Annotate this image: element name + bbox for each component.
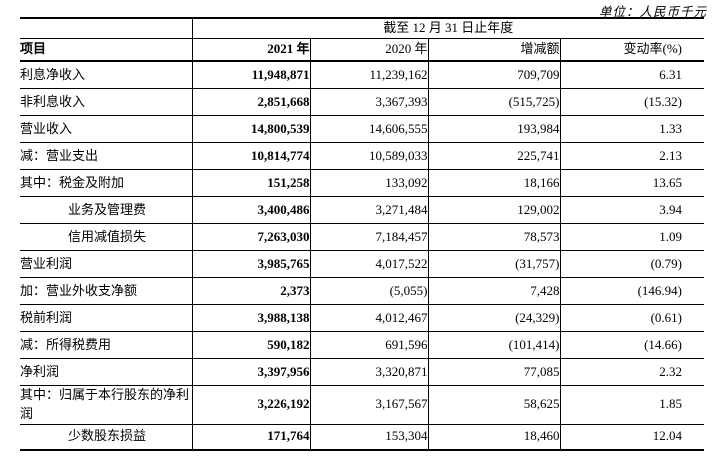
table-row: 非利息收入 2,851,668 3,367,393 (515,725) (15.32) bbox=[20, 88, 705, 116]
value-change: (101,414) bbox=[428, 331, 561, 359]
value-change: 129,002 bbox=[428, 196, 561, 224]
row-label: 减：营业支出 bbox=[20, 142, 193, 170]
value-change: (24,329) bbox=[428, 304, 561, 332]
column-header-2021: 2021 年 bbox=[192, 38, 311, 62]
table-row: 利息净收入 11,948,871 11,239,162 709,709 6.31 bbox=[20, 61, 705, 89]
table-row: 税前利润 3,988,138 4,012,467 (24,329) (0.61) bbox=[20, 304, 705, 332]
table-row: 营业利润 3,985,765 4,017,522 (31,757) (0.79) bbox=[20, 250, 705, 278]
value-change: 77,085 bbox=[428, 358, 561, 386]
value-rate: (15.32) bbox=[560, 88, 705, 116]
span-header-row: 截至 12 月 31 日止年度 bbox=[20, 18, 705, 39]
value-2021: 11,948,871 bbox=[192, 61, 311, 89]
value-change: (31,757) bbox=[428, 250, 561, 278]
value-rate: (14.66) bbox=[560, 331, 705, 359]
value-rate: 2.13 bbox=[560, 142, 705, 170]
value-change: 7,428 bbox=[428, 277, 561, 305]
row-label: 营业收入 bbox=[20, 115, 193, 143]
value-rate: (0.79) bbox=[560, 250, 705, 278]
table-row: 净利润 3,397,956 3,320,871 77,085 2.32 bbox=[20, 358, 705, 386]
value-2020: 3,367,393 bbox=[310, 88, 429, 116]
value-2021: 3,226,192 bbox=[192, 385, 311, 425]
value-2020: 10,589,033 bbox=[310, 142, 429, 170]
column-header-rate: 变动率(%) bbox=[560, 38, 705, 62]
value-rate: (146.94) bbox=[560, 277, 705, 305]
column-header-row: 项目 2021 年 2020 年 增减额 变动率(%) bbox=[20, 38, 705, 62]
value-2020: 3,271,484 bbox=[310, 196, 429, 224]
value-2021: 2,851,668 bbox=[192, 88, 311, 116]
value-change: 225,741 bbox=[428, 142, 561, 170]
value-change: 193,984 bbox=[428, 115, 561, 143]
value-2020: 4,017,522 bbox=[310, 250, 429, 278]
value-2020: 11,239,162 bbox=[310, 61, 429, 89]
value-rate: 1.85 bbox=[560, 385, 705, 425]
value-change: 18,460 bbox=[428, 424, 561, 451]
unit-note: 单位：人民币千元 bbox=[598, 5, 707, 19]
table-row: 减：营业支出 10,814,774 10,589,033 225,741 2.13 bbox=[20, 142, 705, 170]
value-change: 78,573 bbox=[428, 223, 561, 251]
value-rate: 1.33 bbox=[560, 115, 705, 143]
value-rate: 3.94 bbox=[560, 196, 705, 224]
value-2020: (5,055) bbox=[310, 277, 429, 305]
table-row: 加：营业外收支净额 2,373 (5,055) 7,428 (146.94) bbox=[20, 277, 705, 305]
table-body: 利息净收入 11,948,871 11,239,162 709,709 6.31 非利息收… bbox=[20, 61, 705, 451]
row-label: 税前利润 bbox=[20, 304, 193, 332]
table-row: 其中：归属于本行股东的净利润 3,226,192 3,167,567 58,625 1.… bbox=[20, 385, 705, 425]
value-2020: 7,184,457 bbox=[310, 223, 429, 251]
row-label: 营业利润 bbox=[20, 250, 193, 278]
value-2020: 4,012,467 bbox=[310, 304, 429, 332]
column-header-2020: 2020 年 bbox=[310, 38, 429, 62]
value-2021: 151,258 bbox=[192, 169, 311, 197]
span-header-spacer bbox=[20, 18, 193, 39]
value-change: 18,166 bbox=[428, 169, 561, 197]
row-label: 少数股东损益 bbox=[20, 424, 193, 451]
value-rate: 1.09 bbox=[560, 223, 705, 251]
value-2021: 3,400,486 bbox=[192, 196, 311, 224]
value-2021: 590,182 bbox=[192, 331, 311, 359]
column-header-change: 增减额 bbox=[428, 38, 561, 62]
value-2021: 7,263,030 bbox=[192, 223, 311, 251]
value-2020: 153,304 bbox=[310, 424, 429, 451]
value-2021: 3,397,956 bbox=[192, 358, 311, 386]
table-row: 减：所得税费用 590,182 691,596 (101,414) (14.66) bbox=[20, 331, 705, 359]
value-2021: 171,764 bbox=[192, 424, 311, 451]
row-label: 信用减值损失 bbox=[20, 223, 193, 251]
row-label: 其中：税金及附加 bbox=[20, 169, 193, 197]
value-2021: 3,988,138 bbox=[192, 304, 311, 332]
span-header-period: 截至 12 月 31 日止年度 bbox=[192, 18, 705, 39]
value-change: 58,625 bbox=[428, 385, 561, 425]
value-change: 709,709 bbox=[428, 61, 561, 89]
value-2020: 3,167,567 bbox=[310, 385, 429, 425]
row-label: 其中：归属于本行股东的净利润 bbox=[20, 385, 193, 425]
row-label: 利息净收入 bbox=[20, 61, 193, 89]
value-rate: 2.32 bbox=[560, 358, 705, 386]
row-label: 净利润 bbox=[20, 358, 193, 386]
table-row: 少数股东损益 171,764 153,304 18,460 12.04 bbox=[20, 424, 705, 451]
table-row: 其中：税金及附加 151,258 133,092 18,166 13.65 bbox=[20, 169, 705, 197]
table-row: 信用减值损失 7,263,030 7,184,457 78,573 1.09 bbox=[20, 223, 705, 251]
row-label: 加：营业外收支净额 bbox=[20, 277, 193, 305]
value-2021: 10,814,774 bbox=[192, 142, 311, 170]
table-row: 营业收入 14,800,539 14,606,555 193,984 1.33 bbox=[20, 115, 705, 143]
value-2021: 14,800,539 bbox=[192, 115, 311, 143]
value-rate: 13.65 bbox=[560, 169, 705, 197]
value-change: (515,725) bbox=[428, 88, 561, 116]
value-2021: 3,985,765 bbox=[192, 250, 311, 278]
value-2020: 14,606,555 bbox=[310, 115, 429, 143]
value-2020: 133,092 bbox=[310, 169, 429, 197]
value-2020: 3,320,871 bbox=[310, 358, 429, 386]
column-header-item: 项目 bbox=[20, 38, 193, 62]
value-rate: 12.04 bbox=[560, 424, 705, 451]
row-label: 业务及管理费 bbox=[20, 196, 193, 224]
row-label: 非利息收入 bbox=[20, 88, 193, 116]
value-2020: 691,596 bbox=[310, 331, 429, 359]
row-label: 减：所得税费用 bbox=[20, 331, 193, 359]
value-rate: 6.31 bbox=[560, 61, 705, 89]
value-2021: 2,373 bbox=[192, 277, 311, 305]
income-statement-table: 截至 12 月 31 日止年度 项目 2021 年 2020 年 增减额 变动率… bbox=[20, 17, 705, 451]
table-row: 业务及管理费 3,400,486 3,271,484 129,002 3.94 bbox=[20, 196, 705, 224]
value-rate: (0.61) bbox=[560, 304, 705, 332]
